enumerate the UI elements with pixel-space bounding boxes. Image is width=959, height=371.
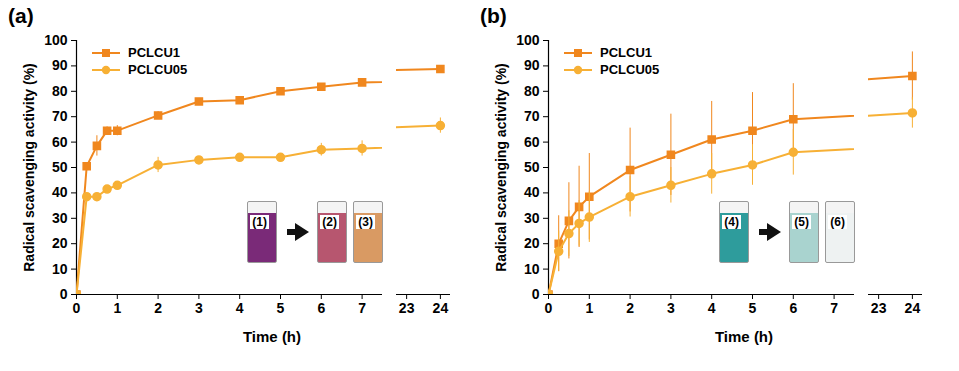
svg-text:0: 0	[60, 286, 68, 302]
svg-text:90: 90	[524, 57, 540, 73]
svg-text:60: 60	[524, 134, 540, 150]
svg-text:50: 50	[524, 159, 540, 175]
svg-text:20: 20	[524, 235, 540, 251]
svg-text:30: 30	[524, 210, 540, 226]
svg-text:3: 3	[667, 300, 675, 316]
svg-text:40: 40	[52, 184, 68, 200]
svg-text:70: 70	[52, 108, 68, 124]
svg-text:Radical scavenging activity (%: Radical scavenging activity (%)	[21, 63, 37, 272]
html-text:(2): (2)	[322, 215, 337, 230]
svg-text:6: 6	[317, 300, 325, 316]
svg-text:24: 24	[905, 300, 921, 316]
svg-text:1: 1	[113, 300, 121, 316]
svg-text:10: 10	[52, 261, 68, 277]
svg-text:90: 90	[52, 57, 68, 73]
svg-text:80: 80	[52, 83, 68, 99]
html-text:(a): (a)	[8, 4, 34, 27]
svg-text:7: 7	[358, 300, 366, 316]
svg-text:1: 1	[585, 300, 593, 316]
svg-text:5: 5	[277, 300, 285, 316]
html-text:(1): (1)	[252, 215, 267, 230]
svg-text:70: 70	[524, 108, 540, 124]
svg-text:5: 5	[749, 300, 757, 316]
svg-text:7: 7	[830, 300, 838, 316]
html-text:Time (h): Time (h)	[243, 328, 301, 345]
svg-text:0: 0	[532, 286, 540, 302]
svg-text:0: 0	[545, 300, 553, 316]
svg-text:50: 50	[52, 159, 68, 175]
svg-text:40: 40	[524, 184, 540, 200]
svg-text:0: 0	[73, 300, 81, 316]
svg-text:2: 2	[154, 300, 162, 316]
svg-text:4: 4	[236, 300, 244, 316]
svg-text:6: 6	[789, 300, 797, 316]
svg-text:2: 2	[626, 300, 634, 316]
html-text:PCLCU05: PCLCU05	[600, 62, 660, 77]
html-text:(3): (3)	[358, 215, 373, 230]
html-text:(6): (6)	[830, 215, 845, 230]
svg-text:23: 23	[871, 300, 887, 316]
svg-text:80: 80	[524, 83, 540, 99]
svg-text:4: 4	[708, 300, 716, 316]
html-text:Time (h): Time (h)	[715, 328, 773, 345]
html-text:(5): (5)	[794, 215, 809, 230]
svg-text:100: 100	[516, 32, 540, 48]
svg-text:100: 100	[44, 32, 68, 48]
svg-text:24: 24	[433, 300, 449, 316]
svg-text:3: 3	[195, 300, 203, 316]
svg-text:Radical scavenging activity (%: Radical scavenging activity (%)	[493, 63, 509, 272]
html-text:PCLCU1: PCLCU1	[600, 45, 652, 60]
svg-text:10: 10	[524, 261, 540, 277]
html-text:(b): (b)	[480, 4, 507, 27]
svg-text:23: 23	[399, 300, 415, 316]
html-text:(4): (4)	[724, 215, 739, 230]
svg-text:20: 20	[52, 235, 68, 251]
html-text:PCLCU05: PCLCU05	[128, 62, 188, 77]
html-text:PCLCU1: PCLCU1	[128, 45, 180, 60]
svg-text:60: 60	[52, 134, 68, 150]
svg-text:30: 30	[52, 210, 68, 226]
